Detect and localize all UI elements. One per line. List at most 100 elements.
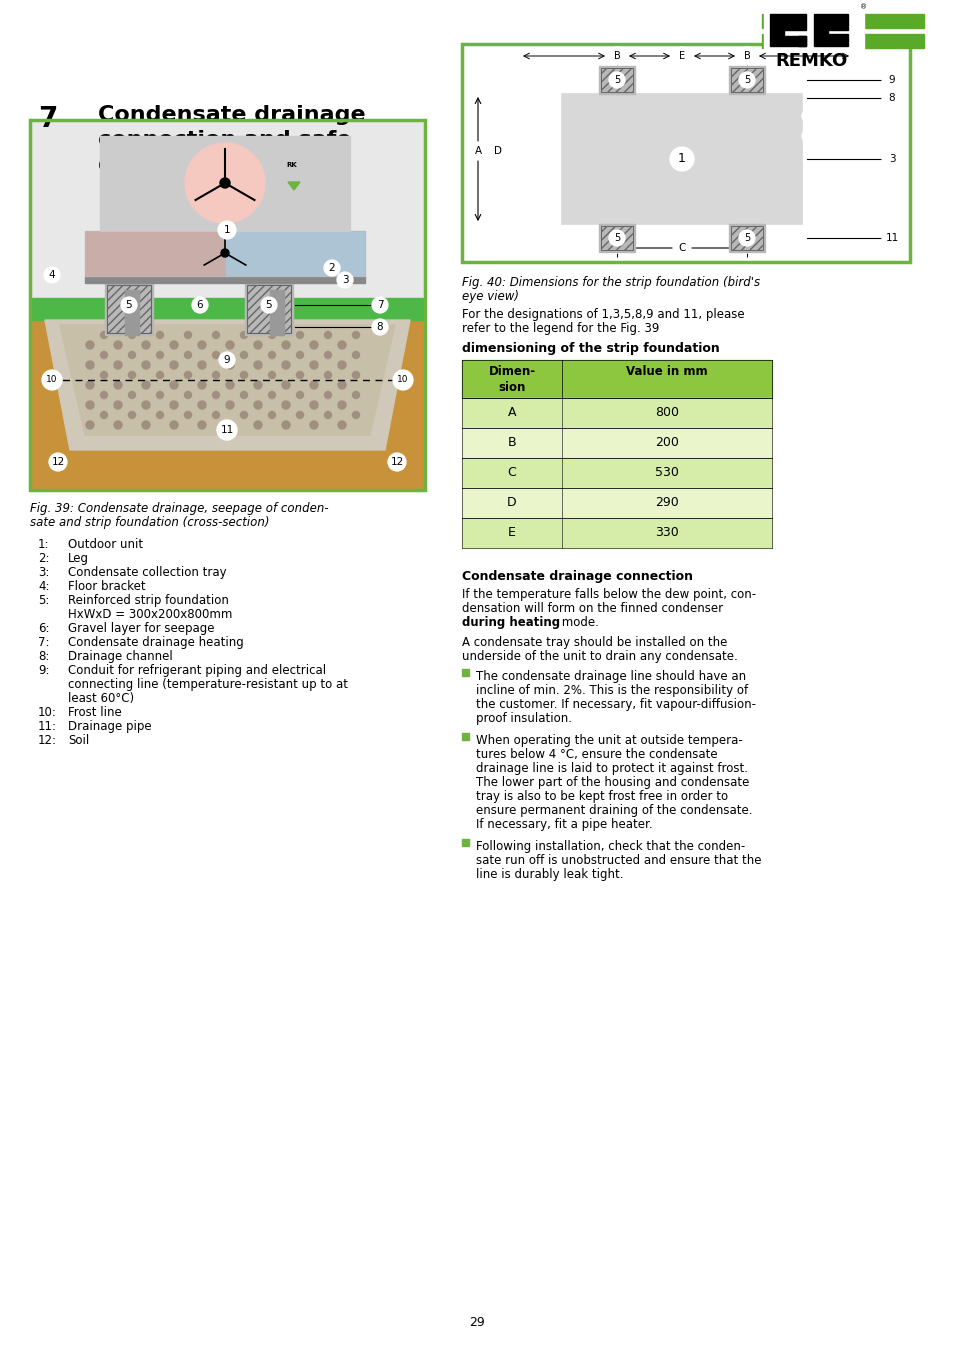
Bar <box>827 34 847 46</box>
Bar <box>598 224 635 252</box>
Text: Gravel layer for seepage: Gravel layer for seepage <box>68 622 214 634</box>
Text: refer to the legend for the Fig. 39: refer to the legend for the Fig. 39 <box>461 323 659 335</box>
Text: 11:: 11: <box>38 720 57 733</box>
Circle shape <box>310 401 317 409</box>
Circle shape <box>129 412 135 418</box>
Text: 12:: 12: <box>38 734 57 747</box>
Bar <box>730 225 762 250</box>
Bar <box>461 518 771 548</box>
Circle shape <box>129 332 135 339</box>
Polygon shape <box>45 320 410 450</box>
Circle shape <box>296 371 303 378</box>
Circle shape <box>213 371 219 378</box>
Text: HxWxD = 300x200x800mm: HxWxD = 300x200x800mm <box>68 608 233 621</box>
Text: If necessary, fit a pipe heater.: If necessary, fit a pipe heater. <box>476 818 652 832</box>
Circle shape <box>142 360 150 369</box>
Text: Conduit for refrigerant piping and electrical: Conduit for refrigerant piping and elect… <box>68 664 326 676</box>
Text: Outdoor unit: Outdoor unit <box>68 539 143 551</box>
Bar <box>32 122 422 300</box>
Text: 1: 1 <box>223 225 230 235</box>
Text: E: E <box>679 51 684 61</box>
Text: sate and strip foundation (cross-section): sate and strip foundation (cross-section… <box>30 516 269 529</box>
Text: 200: 200 <box>655 436 679 450</box>
Circle shape <box>121 297 137 313</box>
Circle shape <box>129 371 135 378</box>
Circle shape <box>268 392 275 398</box>
Circle shape <box>310 342 317 350</box>
Circle shape <box>393 370 413 390</box>
Circle shape <box>672 47 690 65</box>
Text: eye view): eye view) <box>461 290 518 302</box>
Circle shape <box>310 421 317 429</box>
Circle shape <box>739 230 754 246</box>
Text: 6:: 6: <box>38 622 50 634</box>
Text: 9: 9 <box>888 76 894 85</box>
Circle shape <box>253 421 262 429</box>
Text: densation will form on the finned condenser: densation will form on the finned conden… <box>461 602 722 616</box>
Text: 9: 9 <box>223 355 230 364</box>
Text: 5:: 5: <box>38 594 50 608</box>
Bar <box>105 284 152 335</box>
Circle shape <box>170 421 178 429</box>
Circle shape <box>100 351 108 359</box>
Circle shape <box>213 392 219 398</box>
Text: 1: 1 <box>678 153 685 166</box>
Circle shape <box>352 412 359 418</box>
Circle shape <box>226 401 233 409</box>
Circle shape <box>882 148 901 169</box>
Text: 11: 11 <box>220 425 233 435</box>
Circle shape <box>282 342 290 350</box>
Text: 290: 290 <box>655 497 679 509</box>
Circle shape <box>337 360 346 369</box>
Circle shape <box>219 423 234 437</box>
Bar <box>32 298 422 320</box>
Text: 5: 5 <box>126 300 132 310</box>
Circle shape <box>170 360 178 369</box>
Circle shape <box>282 421 290 429</box>
Bar <box>100 136 350 231</box>
Circle shape <box>100 412 108 418</box>
Text: tray is also to be kept frost free in order to: tray is also to be kept frost free in or… <box>476 790 727 803</box>
Circle shape <box>253 342 262 350</box>
Text: drainage: drainage <box>98 155 209 176</box>
Circle shape <box>100 371 108 378</box>
Text: Condensate drainage connection: Condensate drainage connection <box>461 570 692 583</box>
Text: Soil: Soil <box>68 734 90 747</box>
Circle shape <box>213 332 219 339</box>
Circle shape <box>268 371 275 378</box>
Text: RK: RK <box>286 162 297 167</box>
Text: B: B <box>613 51 619 61</box>
Text: drainage line is laid to protect it against frost.: drainage line is laid to protect it agai… <box>476 761 747 775</box>
Circle shape <box>100 332 108 339</box>
Text: When operating the unit at outside tempera-: When operating the unit at outside tempe… <box>476 734 742 747</box>
Text: 5: 5 <box>265 300 272 310</box>
Circle shape <box>86 401 94 409</box>
Circle shape <box>184 392 192 398</box>
Circle shape <box>882 70 901 90</box>
Circle shape <box>170 342 178 350</box>
Circle shape <box>86 421 94 429</box>
Circle shape <box>142 342 150 350</box>
Circle shape <box>372 319 388 335</box>
Text: 2: 2 <box>329 263 335 273</box>
Circle shape <box>240 412 247 418</box>
Text: underside of the unit to drain any condensate.: underside of the unit to drain any conde… <box>461 649 737 663</box>
Circle shape <box>156 392 163 398</box>
Text: line is durably leak tight.: line is durably leak tight. <box>476 868 623 882</box>
Text: E: E <box>508 526 516 540</box>
Circle shape <box>352 332 359 339</box>
Text: 7: 7 <box>376 300 383 310</box>
Circle shape <box>156 351 163 359</box>
Text: 10:: 10: <box>38 706 57 720</box>
Circle shape <box>268 332 275 339</box>
Bar <box>107 285 151 333</box>
Bar <box>461 428 771 458</box>
Circle shape <box>324 392 331 398</box>
Circle shape <box>113 401 122 409</box>
Circle shape <box>608 72 624 88</box>
Circle shape <box>296 392 303 398</box>
Text: Dimen-
sion: Dimen- sion <box>488 364 535 394</box>
Text: 5: 5 <box>743 76 749 85</box>
Circle shape <box>336 271 353 288</box>
Text: incline of min. 2%. This is the responsibility of: incline of min. 2%. This is the responsi… <box>476 684 747 697</box>
